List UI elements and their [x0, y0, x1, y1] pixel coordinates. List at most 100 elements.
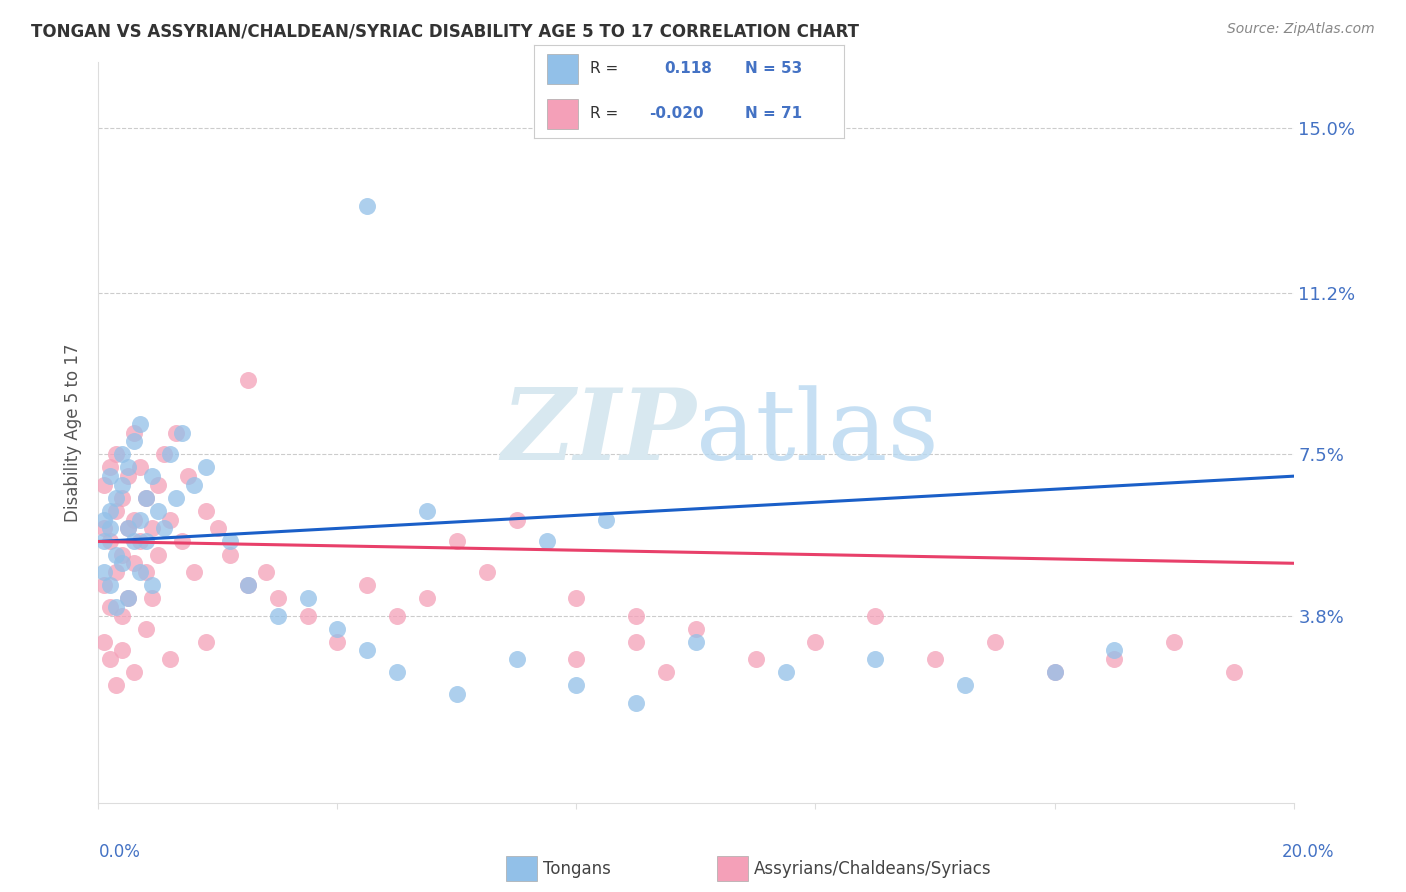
- Point: [385, 665, 409, 680]
- Point: [536, 534, 558, 549]
- Point: [105, 548, 128, 562]
- Point: [93, 521, 115, 535]
- Point: [111, 548, 134, 562]
- Point: [124, 665, 146, 680]
- Text: 20.0%: 20.0%: [1281, 843, 1334, 861]
- Point: [141, 521, 163, 535]
- Point: [865, 652, 887, 666]
- Point: [953, 678, 976, 692]
- Point: [565, 678, 588, 692]
- Point: [655, 665, 678, 680]
- Point: [356, 578, 378, 592]
- Point: [565, 652, 588, 666]
- Point: [98, 534, 122, 549]
- Point: [105, 565, 128, 579]
- Point: [183, 565, 205, 579]
- Point: [626, 696, 648, 710]
- Point: [148, 548, 170, 562]
- Point: [1104, 652, 1126, 666]
- Point: [326, 622, 349, 636]
- Point: [446, 534, 468, 549]
- Point: [195, 460, 218, 475]
- Point: [98, 469, 122, 483]
- Point: [804, 634, 827, 648]
- Point: [685, 634, 707, 648]
- Point: [254, 565, 277, 579]
- Point: [165, 491, 187, 505]
- Point: [924, 652, 946, 666]
- Point: [93, 534, 115, 549]
- Point: [1223, 665, 1246, 680]
- Point: [135, 491, 157, 505]
- Point: [135, 565, 157, 579]
- Point: [236, 578, 259, 592]
- Point: [124, 534, 146, 549]
- Point: [565, 591, 588, 606]
- Point: [129, 460, 152, 475]
- Point: [135, 491, 157, 505]
- Point: [98, 521, 122, 535]
- Point: [159, 652, 181, 666]
- Point: [129, 513, 152, 527]
- Point: [267, 591, 290, 606]
- Point: [117, 460, 139, 475]
- Point: [297, 591, 319, 606]
- Point: [326, 634, 349, 648]
- Point: [124, 434, 146, 449]
- Point: [236, 578, 259, 592]
- Point: [93, 513, 115, 527]
- Point: [183, 478, 205, 492]
- Point: [356, 643, 378, 657]
- Point: [111, 556, 134, 570]
- Point: [105, 491, 128, 505]
- Point: [865, 608, 887, 623]
- Point: [446, 687, 468, 701]
- Point: [141, 469, 163, 483]
- Point: [93, 478, 115, 492]
- Text: Assyrians/Chaldeans/Syriacs: Assyrians/Chaldeans/Syriacs: [754, 860, 991, 878]
- FancyBboxPatch shape: [547, 99, 578, 129]
- Point: [165, 425, 187, 440]
- Point: [267, 608, 290, 623]
- Point: [1163, 634, 1185, 648]
- Point: [117, 521, 139, 535]
- Point: [148, 504, 170, 518]
- Text: -0.020: -0.020: [648, 106, 703, 121]
- Point: [159, 447, 181, 461]
- Point: [111, 643, 134, 657]
- Point: [129, 565, 152, 579]
- Text: N = 71: N = 71: [745, 106, 801, 121]
- Point: [111, 491, 134, 505]
- Point: [172, 425, 194, 440]
- Point: [159, 513, 181, 527]
- Point: [626, 634, 648, 648]
- Point: [626, 608, 648, 623]
- Point: [117, 591, 139, 606]
- Point: [984, 634, 1007, 648]
- Text: 0.0%: 0.0%: [98, 843, 141, 861]
- Point: [98, 599, 122, 614]
- Point: [148, 478, 170, 492]
- Point: [475, 565, 498, 579]
- Point: [685, 622, 707, 636]
- Point: [105, 447, 128, 461]
- Point: [236, 373, 259, 387]
- Point: [195, 504, 218, 518]
- Text: Tongans: Tongans: [543, 860, 610, 878]
- Point: [111, 478, 134, 492]
- Point: [98, 460, 122, 475]
- Text: TONGAN VS ASSYRIAN/CHALDEAN/SYRIAC DISABILITY AGE 5 TO 17 CORRELATION CHART: TONGAN VS ASSYRIAN/CHALDEAN/SYRIAC DISAB…: [31, 22, 859, 40]
- Point: [1043, 665, 1066, 680]
- Point: [98, 578, 122, 592]
- Point: [745, 652, 768, 666]
- Point: [153, 521, 176, 535]
- Point: [506, 652, 529, 666]
- Point: [207, 521, 229, 535]
- Text: R =: R =: [591, 106, 619, 121]
- Point: [356, 199, 378, 213]
- Point: [141, 578, 163, 592]
- Point: [129, 534, 152, 549]
- Point: [416, 591, 439, 606]
- Point: [219, 534, 242, 549]
- Point: [1104, 643, 1126, 657]
